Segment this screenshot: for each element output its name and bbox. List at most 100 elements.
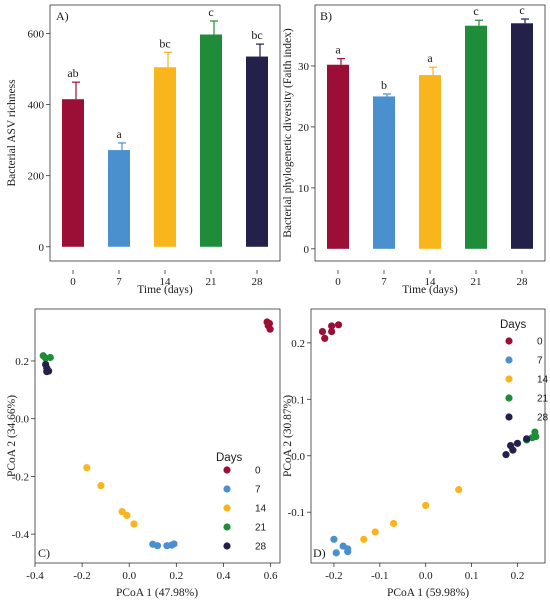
panel-a-xtick-label: 7 [116, 276, 122, 288]
panel-b-ylabel: Bacterial phylogenetic diversity (Faith … [282, 28, 294, 238]
panel-b-ytick-label: 0 [304, 244, 310, 256]
panel-a-ytick-label: 200 [28, 171, 45, 183]
panel-b-ytick-label: 20 [298, 122, 310, 134]
panel-d-legend-key-day-21 [505, 394, 513, 402]
panel-d-ytick-label: 0.0 [291, 451, 305, 463]
panel-d-xtick-label: -0.1 [371, 570, 388, 582]
panel-d: D) PCoA 1 (59.98%) PCoA 2 (30.87%) Days … [282, 308, 549, 599]
panel-c: C) PCoA 1 (47.98%) PCoA 2 (34.66%) Days … [6, 308, 281, 599]
panel-a-significance-label: ab [67, 66, 78, 80]
panel-a-bar-day-0 [62, 99, 84, 247]
panel-d-point-day-14 [389, 519, 398, 528]
panel-d-legend-label-day-28: 28 [537, 413, 549, 424]
panel-c-legend-label-day-0: 0 [255, 466, 261, 477]
panel-b: B) Time (days) Bacterial phylogenetic di… [282, 3, 546, 296]
panel-c-legend-label-day-21: 21 [255, 523, 267, 534]
panel-c-point-day-7 [153, 542, 162, 550]
panel-d-frame [310, 308, 546, 564]
panel-c-point-day-14 [130, 520, 138, 528]
panel-c-point-day-0 [266, 325, 274, 333]
panel-c-xtick-label: 0.2 [169, 570, 183, 582]
panel-a-significance-label: a [116, 127, 122, 141]
panel-a-bar-day-7 [108, 150, 130, 247]
panel-c-legend-label-day-7: 7 [255, 485, 261, 496]
panel-a-significance-label: bc [159, 36, 170, 50]
panel-c-ytick-label: -0.2 [12, 471, 29, 483]
panel-d-point-day-0 [318, 327, 327, 336]
panel-b-bar-day-7 [373, 96, 395, 249]
panel-b-bar-day-28 [511, 23, 533, 249]
panel-b-significance-label: a [427, 51, 433, 65]
panel-d-plot: -0.2 -0.1 0.0 0.1 0.2 -0.1 0.0 0.1 0.2 0 7 14 21 28 [288, 321, 549, 582]
panel-d-legend-title: Days [500, 319, 526, 331]
panel-b-xtick-label: 0 [335, 276, 341, 288]
panel-d-point-day-28 [513, 439, 522, 447]
panel-a-frame [49, 4, 281, 262]
panel-c-legend-key-day-7 [223, 485, 231, 493]
panel-b-xtick-label: 28 [517, 276, 529, 288]
panel-d-legend-label-day-7: 7 [537, 356, 543, 367]
panel-c-point-day-0 [265, 319, 273, 328]
panel-b-bar-day-21 [465, 25, 487, 249]
panel-d-point-day-7 [344, 545, 352, 553]
panel-d-xtick-label: 0.1 [465, 570, 479, 582]
panel-d-point-day-14 [422, 501, 430, 510]
panel-c-xtick-label: 0.6 [264, 570, 278, 582]
panel-a-xtick-label: 21 [206, 276, 217, 288]
panel-d-point-day-0 [321, 334, 329, 342]
panel-a-ytick-label: 400 [28, 100, 45, 112]
panel-d-legend-key-day-7 [505, 356, 513, 364]
panel-d-point-day-0 [328, 327, 336, 336]
panel-d-legend-label-day-21: 21 [537, 394, 549, 405]
panel-d-legend-key-day-14 [505, 375, 513, 383]
panel-d-point-day-14 [371, 528, 379, 536]
panel-d-point-day-28 [502, 451, 510, 459]
panel-c-xlabel: PCoA 1 (47.98%) [116, 587, 198, 599]
panel-d-ytick-label: -0.1 [288, 507, 305, 519]
panel-d-ytick-label: 0.1 [291, 394, 305, 406]
panel-b-frame [314, 4, 546, 262]
panel-a-label: A) [56, 9, 69, 23]
panel-d-point-day-28 [523, 435, 531, 443]
panel-b-significance-label: c [473, 4, 478, 18]
panel-b-xtick-label: 21 [471, 276, 482, 288]
panel-d-point-day-14 [360, 535, 368, 543]
panel-c-legend-label-day-28: 28 [255, 542, 267, 553]
panel-c-point-day-14 [123, 511, 131, 519]
panel-b-significance-label: b [381, 78, 387, 92]
panel-c-ytick-label: -0.4 [12, 529, 30, 541]
panel-b-plot: 0 10 20 30 a 0 b 7 a 14 c 21 c 28 [298, 3, 533, 288]
panel-c-xtick-label: 0.0 [122, 570, 136, 582]
panel-d-point-day-7 [330, 535, 338, 543]
panel-c-legend-key-day-21 [223, 523, 231, 531]
panel-c-point-day-14 [97, 482, 105, 490]
panel-b-label: B) [320, 9, 332, 23]
panel-d-ylabel: PCoA 2 (30.87%) [282, 395, 294, 477]
panel-d-ytick-label: 0.2 [291, 338, 305, 350]
panel-d-legend-key-day-28 [505, 413, 513, 421]
panel-d-point-day-0 [328, 322, 336, 330]
panel-a-xtick-label: 14 [160, 276, 172, 288]
panel-a-plot: 0 200 400 600 ab 0 a 7 bc 14 c 21 bc 28 [28, 5, 268, 288]
panel-c-legend-key-day-0 [223, 466, 231, 474]
panel-c-point-day-28 [43, 368, 51, 376]
panel-a-ytick-label: 600 [28, 28, 45, 40]
panel-b-ytick-label: 30 [298, 61, 310, 73]
panel-a: A) Time (days) Bacterial ASV richness 0 2… [6, 4, 281, 296]
panel-a-ytick-label: 0 [39, 242, 45, 254]
panel-c-point-day-14 [83, 464, 91, 472]
panel-a-xtick-label: 0 [70, 276, 76, 288]
panel-b-bar-day-0 [327, 64, 349, 249]
panel-c-plot: -0.4 -0.2 0.0 0.2 0.4 0.6 -0.4 -0.2 0.0 0.2 0 7 14 21… [12, 318, 278, 582]
panel-b-xlabel: Time (days) [402, 284, 458, 296]
panel-b-xtick-label: 14 [425, 276, 437, 288]
panel-d-xtick-label: 0.2 [511, 570, 525, 582]
panel-c-legend-key-day-28 [223, 542, 231, 550]
panel-d-point-day-14 [455, 486, 463, 494]
panel-b-significance-label: a [335, 43, 341, 57]
panel-d-point-day-7 [332, 549, 340, 557]
panel-a-significance-label: c [208, 5, 213, 19]
panel-a-ylabel: Bacterial ASV richness [6, 79, 18, 187]
panel-b-significance-label: c [519, 3, 524, 17]
panel-c-legend-key-day-14 [223, 504, 231, 512]
